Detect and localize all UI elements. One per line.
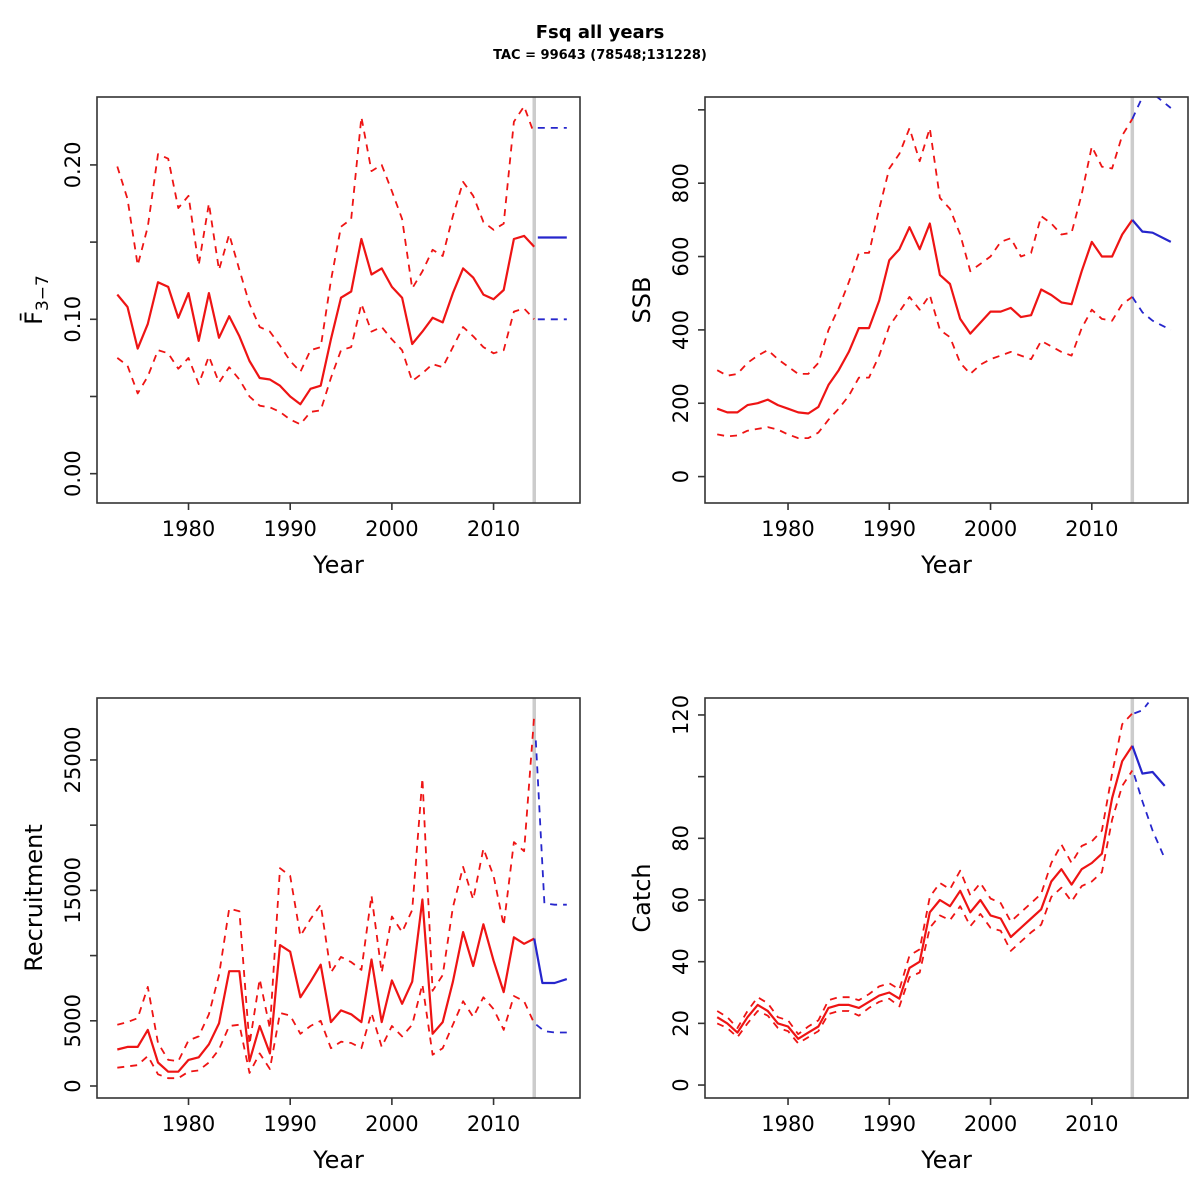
catch-ci-upper-line bbox=[716, 712, 1133, 1036]
panel-ssb: 1980 1990 2000 2010 0 200 400 600 800 Year SSB bbox=[628, 96, 1189, 579]
ssb-forecast-ci-lower-line bbox=[1131, 296, 1172, 331]
ssb-y-axis-title: SSB bbox=[628, 277, 656, 324]
catch-x-tick-label: 1980 bbox=[761, 1112, 814, 1136]
catch-x-axis-title: Year bbox=[920, 1146, 972, 1174]
catch-forecast-ci-lower-line bbox=[1133, 774, 1166, 859]
fbar-ci-upper-line bbox=[116, 105, 536, 373]
recruitment-y-tick-label: 5000 bbox=[61, 994, 85, 1047]
fbar-y-tick-label: 0.20 bbox=[61, 142, 85, 189]
fbar-x-tick-label: 1980 bbox=[162, 517, 215, 541]
recruitment-y-tick-label: 25000 bbox=[61, 727, 85, 794]
ssb-plot-area bbox=[716, 97, 1172, 503]
ssb-x-tick-label: 1990 bbox=[863, 517, 916, 541]
figure-title: Fsq all years bbox=[535, 22, 665, 43]
fbar-median-line bbox=[116, 234, 536, 406]
catch-median-line bbox=[716, 745, 1134, 1040]
fbar-y-axis-title: F̄3−7 bbox=[19, 275, 53, 325]
recruitment-y-tick-label: 0 bbox=[61, 1079, 85, 1092]
catch-y-tick-label: 20 bbox=[669, 1010, 693, 1037]
catch-x-tick-label: 1990 bbox=[863, 1112, 916, 1136]
fbar-x-tick-label: 2000 bbox=[365, 517, 418, 541]
recruitment-x-tick-label: 1980 bbox=[162, 1112, 215, 1136]
fbar-x-axis-title: Year bbox=[312, 551, 364, 579]
catch-x-tick-label: 2010 bbox=[1065, 1112, 1118, 1136]
recruitment-x-tick-label: 2000 bbox=[365, 1112, 418, 1136]
catch-forecast-median-line bbox=[1131, 745, 1166, 787]
catch-y-tick-label: 120 bbox=[669, 695, 693, 735]
recruitment-ci-upper-line bbox=[117, 715, 536, 1063]
recruitment-ci-lower-line bbox=[117, 983, 536, 1080]
catch-x-tick-label: 2000 bbox=[964, 1112, 1017, 1136]
catch-y-tick-label: 60 bbox=[669, 887, 693, 914]
ssb-y-tick-label: 0 bbox=[669, 470, 693, 483]
fbar-x-tick-label: 1990 bbox=[263, 517, 316, 541]
recruitment-forecast-ci-upper-line bbox=[534, 740, 567, 906]
ssb-ci-upper-line bbox=[716, 118, 1134, 377]
panel-fbar: 1980 1990 2000 2010 0.00 0.10 0.20 Year F̄3−7 bbox=[19, 96, 581, 579]
ssb-x-tick-label: 2010 bbox=[1065, 517, 1118, 541]
ssb-forecast-median-line bbox=[1131, 219, 1172, 243]
recruitment-plot-area bbox=[117, 698, 568, 1098]
ssb-x-axis-title: Year bbox=[920, 551, 972, 579]
ssb-y-tick-label: 400 bbox=[669, 310, 693, 350]
catch-ci-lower-line bbox=[716, 770, 1134, 1045]
ssb-x-tick-label: 1980 bbox=[761, 517, 814, 541]
panel-catch: 1980 1990 2000 2010 0 20 40 60 80 120 Year Catch bbox=[628, 695, 1189, 1174]
ssb-y-tick-label: 600 bbox=[669, 236, 693, 276]
catch-y-tick-label: 40 bbox=[669, 948, 693, 975]
recruitment-frame bbox=[96, 697, 581, 1099]
catch-plot-area bbox=[716, 698, 1166, 1098]
fbar-frame bbox=[96, 96, 581, 504]
catch-y-tick-label: 0 bbox=[669, 1078, 693, 1091]
fbar-y-tick-label: 0.00 bbox=[61, 450, 85, 497]
catch-frame bbox=[704, 697, 1189, 1099]
recruitment-forecast-median-line bbox=[533, 938, 568, 985]
catch-forecast-ci-upper-line bbox=[1133, 702, 1150, 715]
recruitment-median-line bbox=[117, 898, 535, 1073]
ssb-ci-lower-line bbox=[717, 294, 1133, 440]
fbar-ci-lower-line bbox=[116, 302, 535, 426]
panel-recruitment: 1980 1990 2000 2010 0 5000 15000 25000 Year Recru… bbox=[20, 697, 581, 1174]
ssb-y-tick-label: 800 bbox=[669, 163, 693, 203]
ssb-x-tick-label: 2000 bbox=[964, 517, 1017, 541]
recruitment-x-tick-label: 2010 bbox=[467, 1112, 520, 1136]
recruitment-x-axis-title: Year bbox=[312, 1146, 364, 1174]
recruitment-forecast-ci-lower-line bbox=[535, 1023, 567, 1034]
ssb-median-line bbox=[716, 219, 1134, 415]
recruitment-y-tick-label: 15000 bbox=[61, 857, 85, 924]
catch-y-tick-label: 80 bbox=[669, 825, 693, 852]
recruitment-y-axis-title: Recruitment bbox=[20, 824, 48, 971]
fbar-plot-area bbox=[116, 97, 567, 503]
ssb-frame bbox=[704, 96, 1189, 504]
fbar-y-tick-label: 0.10 bbox=[61, 296, 85, 343]
figure-subtitle: TAC = 99643 (78548;131228) bbox=[493, 48, 707, 63]
recruitment-x-tick-label: 1990 bbox=[263, 1112, 316, 1136]
fbar-x-tick-label: 2010 bbox=[467, 517, 520, 541]
ssb-y-tick-label: 200 bbox=[669, 383, 693, 423]
catch-y-axis-title: Catch bbox=[628, 863, 656, 932]
